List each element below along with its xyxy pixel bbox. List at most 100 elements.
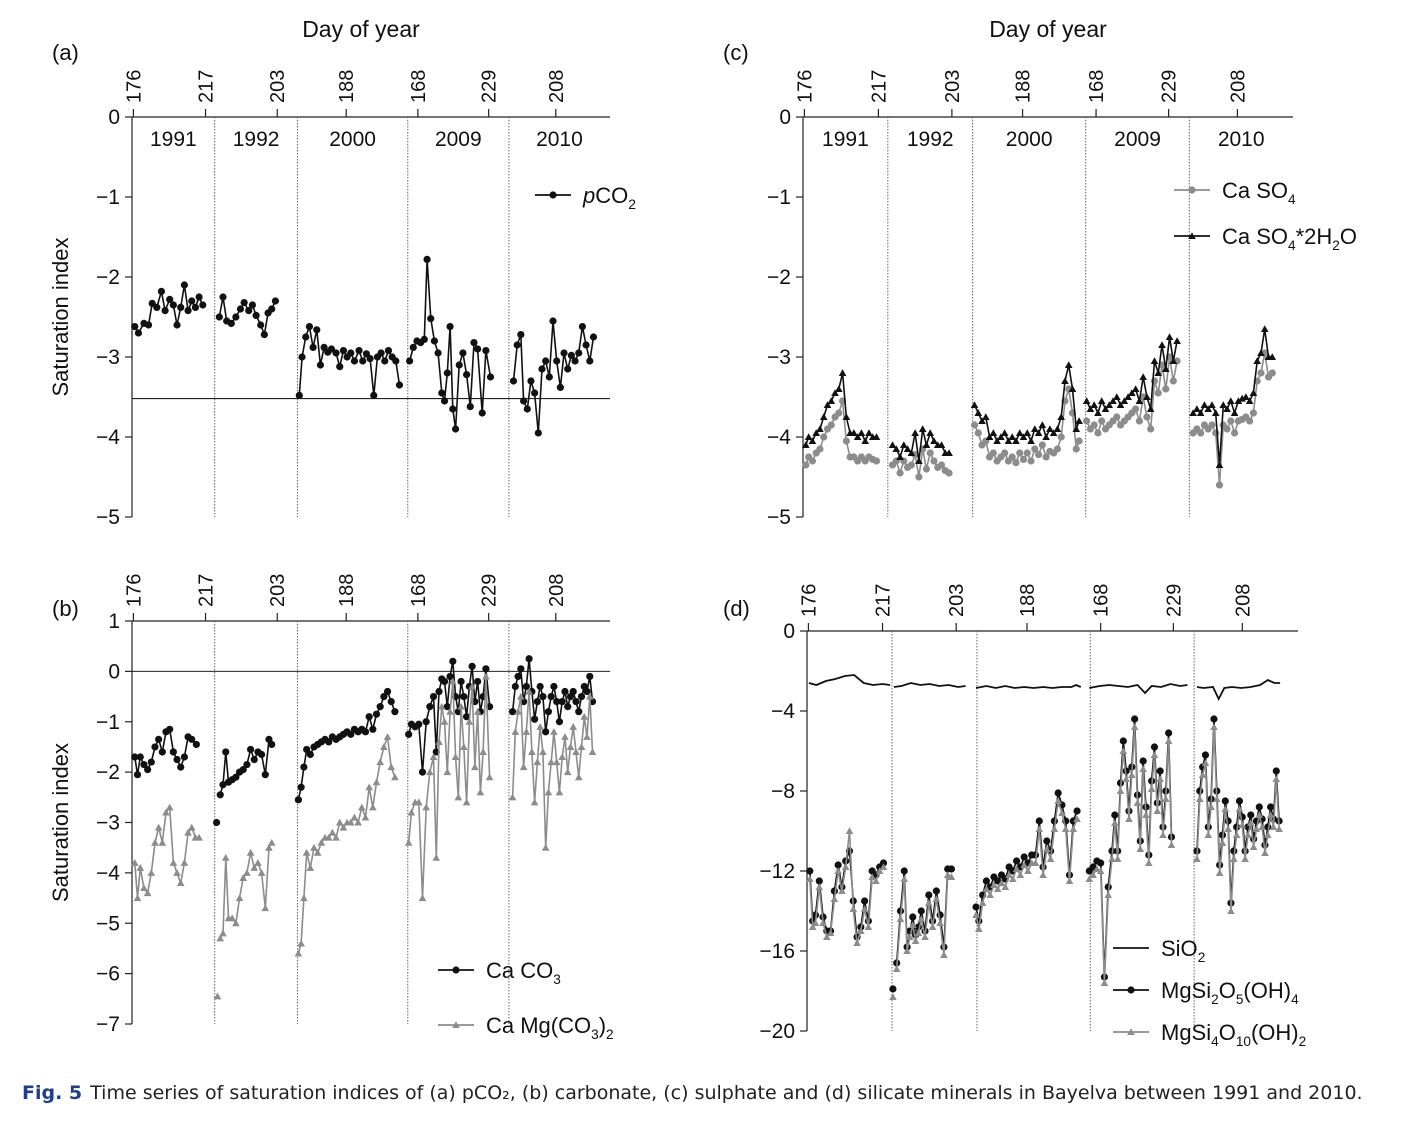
data-point xyxy=(1104,891,1113,899)
data-point xyxy=(1230,409,1239,417)
data-point xyxy=(260,331,268,339)
data-point xyxy=(582,341,590,349)
data-point xyxy=(1054,797,1062,805)
data-point xyxy=(892,965,901,973)
legend-entry: SiO2 xyxy=(1113,936,1205,965)
data-point xyxy=(517,665,525,673)
data-point xyxy=(1245,397,1254,405)
data-point xyxy=(974,429,982,437)
data-point xyxy=(261,771,269,779)
data-point xyxy=(466,403,474,411)
data-point xyxy=(538,365,546,373)
data-point xyxy=(457,677,465,686)
data-point xyxy=(165,803,174,811)
data-point xyxy=(1249,843,1258,851)
day-tick-label: 203 xyxy=(942,70,964,103)
data-point xyxy=(354,818,362,826)
panel-a: 0 −1 −2 −3 −4 −5 Saturation index 176 217 203 188 1… xyxy=(48,16,636,529)
data-point xyxy=(478,409,486,417)
data-point xyxy=(195,833,203,841)
data-point xyxy=(335,818,344,826)
data-point xyxy=(808,457,817,465)
data-point xyxy=(915,457,923,465)
data-point xyxy=(404,838,413,846)
data-point xyxy=(525,655,533,663)
data-point xyxy=(812,429,820,437)
data-point xyxy=(474,677,482,686)
data-point xyxy=(1046,425,1054,433)
day-tick-label: 208 xyxy=(1232,584,1254,617)
data-point xyxy=(184,307,192,315)
data-point xyxy=(426,703,434,711)
y-tick-label: 0 xyxy=(108,106,120,129)
data-point xyxy=(1159,831,1167,839)
data-point xyxy=(391,708,399,716)
data-point xyxy=(347,730,355,738)
data-point xyxy=(514,672,522,681)
day-tick-label: 188 xyxy=(1017,584,1039,617)
data-point xyxy=(136,753,144,761)
data-point xyxy=(313,326,321,334)
data-point xyxy=(896,915,905,923)
data-point xyxy=(1024,867,1032,875)
data-point xyxy=(947,865,956,873)
data-point xyxy=(1038,421,1047,429)
data-point xyxy=(422,718,430,726)
data-point xyxy=(1161,365,1170,373)
y-tick-label: −3 xyxy=(767,346,791,369)
data-point xyxy=(989,449,997,457)
data-point xyxy=(1139,373,1147,381)
data-point xyxy=(239,766,247,774)
day-tick-label: 176 xyxy=(123,574,145,607)
data-point xyxy=(552,758,561,766)
data-point xyxy=(525,687,533,695)
data-point xyxy=(376,703,384,711)
data-point xyxy=(850,429,858,437)
data-point xyxy=(1012,437,1020,445)
day-tick-label: 176 xyxy=(123,70,145,103)
series-line xyxy=(1192,328,1273,466)
day-tick-label: 168 xyxy=(1086,70,1108,103)
data-point xyxy=(1268,353,1277,361)
data-point xyxy=(896,453,904,461)
data-point xyxy=(1068,385,1077,393)
data-point xyxy=(355,347,363,355)
year-label: 2009 xyxy=(1114,128,1161,151)
series-mgsi4o10-oh-2 xyxy=(806,723,1283,1001)
data-point xyxy=(1112,393,1121,401)
data-point xyxy=(151,743,159,751)
data-point xyxy=(140,760,148,769)
data-point xyxy=(457,702,465,710)
panel-b: 1 0 −1 −2 −3 −4 −5 −6 −7 Saturation index 176 217 20… xyxy=(48,574,614,1042)
data-point xyxy=(1012,459,1020,467)
data-point xyxy=(1105,401,1114,409)
data-point xyxy=(835,385,843,393)
data-point xyxy=(1156,775,1164,783)
data-point xyxy=(1189,409,1197,417)
data-point xyxy=(380,692,388,701)
data-point xyxy=(932,887,940,895)
data-point xyxy=(250,755,258,764)
data-point xyxy=(161,307,169,315)
data-point xyxy=(564,703,572,711)
data-point xyxy=(1072,445,1080,453)
data-point xyxy=(547,758,555,766)
data-point xyxy=(572,698,580,706)
data-point xyxy=(945,449,953,457)
data-point xyxy=(909,913,917,921)
data-point xyxy=(366,355,374,363)
data-point xyxy=(227,319,235,327)
y-tick-label: −2 xyxy=(96,761,120,784)
series-pco2 xyxy=(131,255,598,437)
data-point xyxy=(823,933,831,941)
panel-label: (b) xyxy=(52,596,79,621)
panel-d: 0 −4 −8 −12 −16 −20 176 217 203 188 168 229 208 (d) Si… xyxy=(723,584,1306,1049)
y-tick-label: −4 xyxy=(96,426,120,449)
data-point xyxy=(415,720,423,728)
data-point xyxy=(1108,855,1116,863)
data-point xyxy=(1139,765,1147,773)
panel-label: (a) xyxy=(52,40,79,65)
data-point xyxy=(997,879,1006,887)
data-point xyxy=(169,859,178,866)
data-point xyxy=(246,745,255,754)
